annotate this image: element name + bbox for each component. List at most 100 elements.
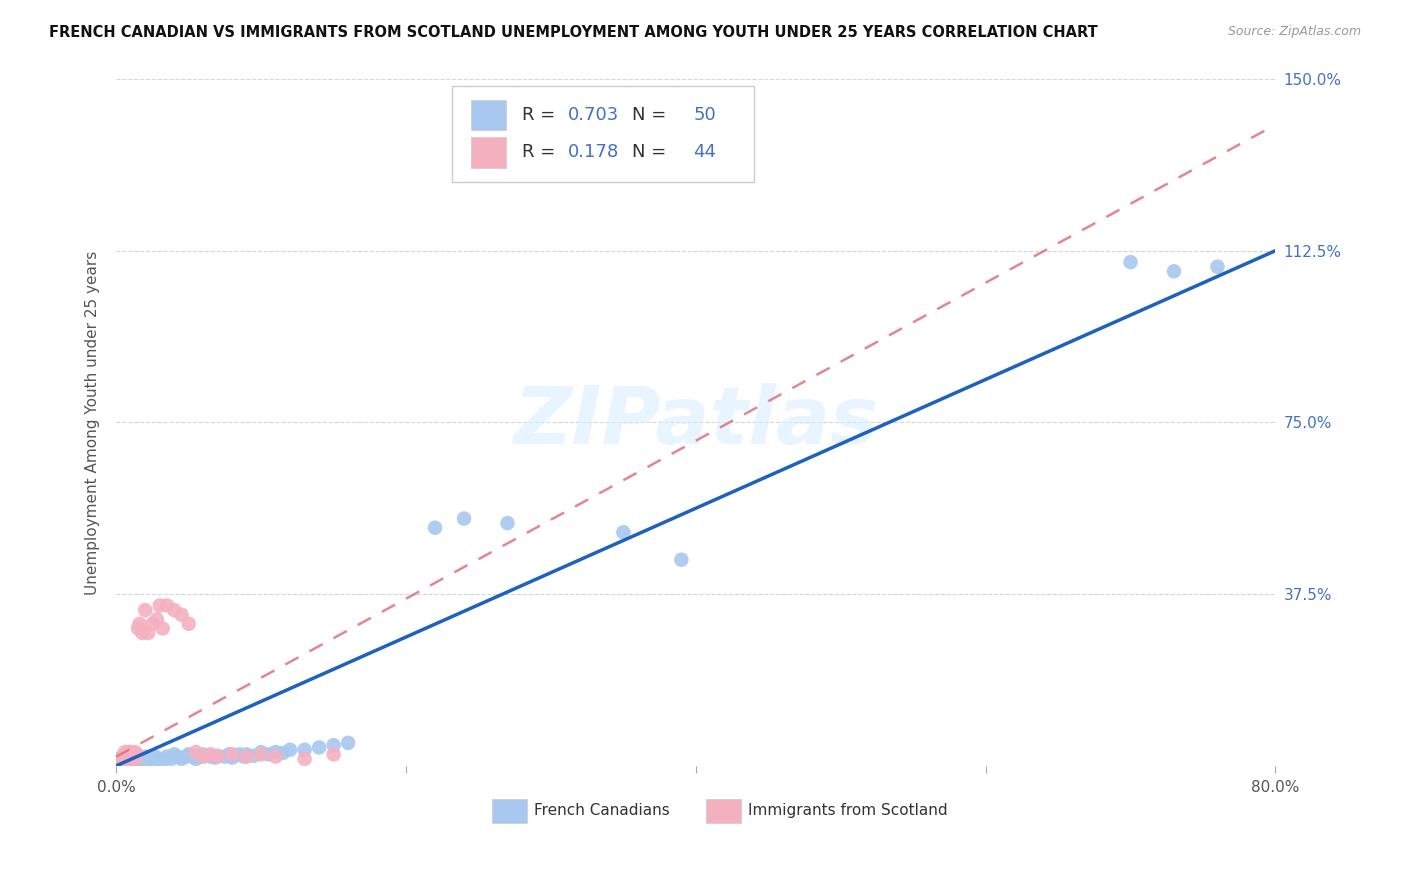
Point (221, 747, 243, 762)
Point (127, 622, 149, 636)
Text: Immigrants from Scotland: Immigrants from Scotland (748, 803, 948, 818)
Point (108, 752, 131, 766)
Point (120, 749, 142, 764)
Text: R =: R = (522, 106, 561, 124)
Point (170, 752, 193, 766)
Point (152, 754, 174, 768)
Text: N =: N = (633, 106, 672, 124)
Text: FRENCH CANADIAN VS IMMIGRANTS FROM SCOTLAND UNEMPLOYMENT AMONG YOUTH UNDER 25 YE: FRENCH CANADIAN VS IMMIGRANTS FROM SCOTL… (49, 25, 1098, 40)
Point (308, 740, 330, 755)
Point (218, 747, 240, 762)
Point (112, 754, 135, 768)
Point (188, 749, 211, 764)
Point (322, 738, 344, 752)
Point (271, 746, 294, 760)
Point (337, 736, 360, 750)
Point (496, 516, 519, 530)
Point (221, 750, 243, 764)
Point (193, 749, 215, 764)
Point (128, 616, 150, 631)
Point (184, 745, 207, 759)
Point (235, 747, 257, 762)
Point (166, 749, 188, 764)
Point (112, 752, 135, 766)
Point (200, 749, 222, 764)
Point (146, 612, 169, 626)
Point (131, 752, 153, 766)
Point (170, 607, 193, 622)
Point (294, 743, 316, 757)
Point (1119, 255, 1142, 269)
Point (117, 752, 139, 766)
FancyBboxPatch shape (706, 798, 741, 823)
Point (121, 747, 143, 762)
Point (257, 747, 280, 762)
Point (294, 752, 316, 766)
Text: R =: R = (522, 144, 567, 161)
Point (156, 599, 179, 613)
Point (184, 752, 207, 766)
Point (423, 521, 446, 535)
Point (117, 749, 139, 764)
Point (177, 616, 200, 631)
Point (243, 748, 266, 763)
Point (163, 603, 186, 617)
Point (115, 747, 138, 762)
Y-axis label: Unemployment Among Youth under 25 years: Unemployment Among Youth under 25 years (86, 251, 100, 594)
Point (453, 511, 475, 525)
Point (134, 603, 156, 617)
Point (114, 749, 136, 764)
Point (250, 745, 273, 759)
Point (136, 626, 159, 640)
Point (122, 747, 145, 762)
Point (1206, 260, 1229, 274)
Point (124, 752, 146, 766)
Point (181, 749, 204, 764)
Point (149, 752, 172, 766)
Point (115, 752, 138, 766)
Point (122, 749, 145, 764)
Point (207, 749, 229, 764)
Point (207, 748, 229, 763)
Point (264, 745, 287, 759)
Point (1163, 264, 1185, 278)
Point (121, 752, 143, 766)
Point (117, 745, 139, 759)
Point (149, 599, 172, 613)
FancyBboxPatch shape (492, 798, 527, 823)
Text: ZIPatlas: ZIPatlas (513, 384, 879, 461)
Point (177, 747, 200, 762)
Point (120, 753, 142, 767)
Text: 0.703: 0.703 (568, 106, 620, 124)
Point (136, 752, 159, 766)
Point (141, 616, 163, 631)
Point (152, 622, 174, 636)
Point (111, 749, 134, 764)
Point (160, 752, 183, 766)
FancyBboxPatch shape (471, 137, 506, 168)
FancyBboxPatch shape (453, 86, 754, 182)
Text: 0.178: 0.178 (568, 144, 620, 161)
Text: 50: 50 (693, 106, 716, 124)
Text: 44: 44 (693, 144, 717, 161)
Point (124, 745, 146, 759)
Point (612, 525, 634, 540)
Point (232, 749, 254, 764)
Point (250, 747, 273, 762)
Point (174, 749, 197, 764)
Point (118, 752, 141, 766)
Point (156, 749, 179, 764)
Point (264, 749, 287, 764)
Point (114, 745, 136, 759)
Point (193, 747, 215, 762)
FancyBboxPatch shape (471, 100, 506, 130)
Point (134, 749, 156, 764)
Point (322, 747, 344, 762)
Point (127, 754, 149, 768)
Point (278, 743, 301, 757)
Point (110, 754, 132, 768)
Point (200, 747, 222, 762)
Point (122, 750, 145, 764)
Point (145, 749, 167, 764)
Point (204, 750, 226, 764)
